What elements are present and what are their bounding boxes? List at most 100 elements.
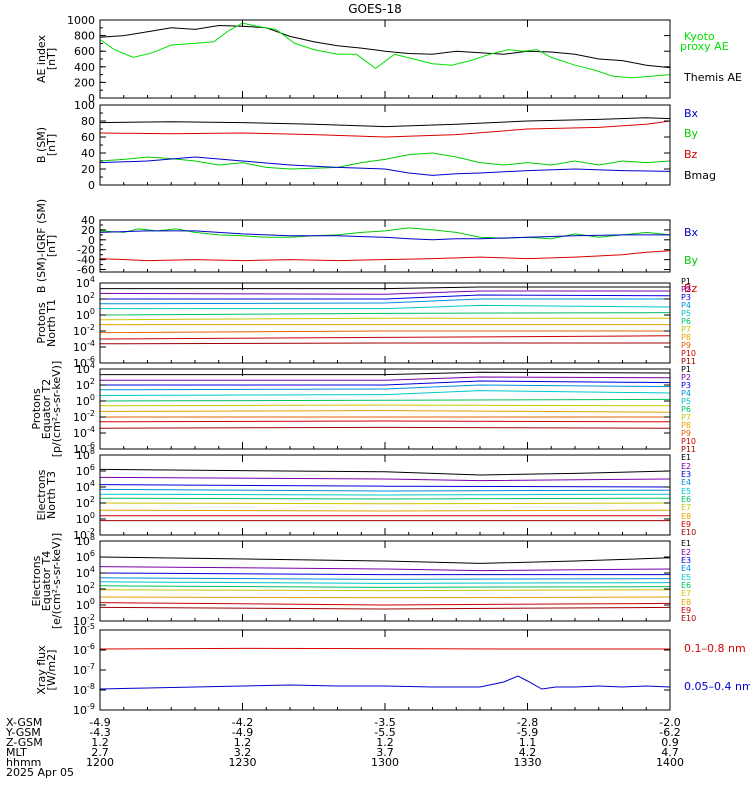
pn-series-p7 <box>100 317 670 321</box>
ae-ytick-label: 200 <box>74 76 95 89</box>
bdiff-ylabel: [nT] <box>45 235 58 257</box>
xaxis-value: -3.5 <box>374 716 395 729</box>
xaxis-value: 4.7 <box>661 746 679 759</box>
pe-legend-p9: P9 <box>681 429 691 438</box>
bsm-ytick-label: 60 <box>81 131 95 144</box>
pe-legend-p6: P6 <box>681 405 691 414</box>
xray-ytick-label: 10-8 <box>73 682 95 697</box>
xaxis-row-label-z-gsm: Z-GSM <box>6 736 43 749</box>
xaxis-value: 3.7 <box>376 746 394 759</box>
pe-ytick-label: 102 <box>76 377 95 392</box>
xaxis-row-label-mlt: MLT <box>6 746 27 759</box>
en-series-e8 <box>100 509 670 512</box>
en-ytick-label: 106 <box>76 463 95 478</box>
xaxis-value: 1230 <box>229 756 257 769</box>
en-legend-e5: E5 <box>681 487 691 496</box>
x-axis-labels: X-GSM -4.9 -4.2 -3.5 -2.8 -2.0Y-GSM -4.3 -4.9 -5… <box>5 716 684 779</box>
pn-ytick-label: 10-2 <box>73 323 95 338</box>
pe-ylabel: Protons <box>30 388 43 429</box>
pn-legend-p10: P10 <box>681 349 696 358</box>
xaxis-value: 1.2 <box>234 736 252 749</box>
ee-ytick-label: 108 <box>76 533 95 548</box>
bdiff-legend-bx: Bx <box>684 226 699 239</box>
pn-ytick-label: 100 <box>76 307 95 322</box>
en-series-e5 <box>100 493 670 496</box>
bsm-ytick-label: 40 <box>81 147 95 160</box>
bdiff-ytick-label: 0 <box>88 234 95 247</box>
ee-legend-e2: E2 <box>681 548 691 557</box>
pn-legend-p3: P3 <box>681 293 691 302</box>
pn-legend-p4: P4 <box>681 301 691 310</box>
ae-frame <box>99 19 671 99</box>
bsm-legend-bz: Bz <box>684 148 698 161</box>
plot-title: GOES-18 <box>348 2 402 16</box>
ee-series-e9 <box>100 602 670 606</box>
xaxis-value: -2.8 <box>517 716 538 729</box>
bdiff-legend-by: By <box>684 254 699 267</box>
bdiff-legend-bz: Bz <box>684 282 698 295</box>
xray-ylabel: Xray flux <box>35 645 48 695</box>
ee-legend-e1: E1 <box>681 539 691 548</box>
en-legend-e2: E2 <box>681 462 691 471</box>
pe-legend-p11: P11 <box>681 445 696 454</box>
pe-legend-p10: P10 <box>681 437 696 446</box>
bdiff-ytick-label: 20 <box>81 224 95 237</box>
pn-series-p5 <box>100 304 670 310</box>
ae-series-themis-ae <box>100 24 670 69</box>
xaxis-value: 3.2 <box>234 746 252 759</box>
ae-series-kyoto-proxy-ae <box>100 22 670 79</box>
xray-ytick-label: 10-9 <box>73 702 95 717</box>
bsm-ytick-label: 20 <box>81 163 95 176</box>
ee-series-e2 <box>100 566 670 572</box>
en-ytick-label: 100 <box>76 511 95 526</box>
bsm-ylabel: [nT] <box>45 134 58 156</box>
ee-legend-e5: E5 <box>681 573 691 582</box>
ee-series-e7 <box>100 589 670 592</box>
pn-legend-p8: P8 <box>681 333 691 342</box>
ee-legend-e6: E6 <box>681 581 691 590</box>
pe-legend-p5: P5 <box>681 397 691 406</box>
pn-ylabel: North T1 <box>45 299 58 347</box>
xaxis-value: -2.0 <box>659 716 680 729</box>
xaxis-value: -4.3 <box>89 726 110 739</box>
ee-legend-e4: E4 <box>681 564 691 573</box>
ee-ytick-label: 102 <box>76 581 95 596</box>
ee-series-e10 <box>100 606 670 610</box>
xray-ytick-label: 10-7 <box>73 662 95 677</box>
xaxis-value: 1300 <box>371 756 399 769</box>
xaxis-value: -4.9 <box>89 716 110 729</box>
bsm-legend-by: By <box>684 127 699 140</box>
pn-legend-p11: P11 <box>681 357 696 366</box>
pe-series-p5 <box>100 390 670 396</box>
ee-ylabel: [e/(cm²-s-sr-keV)] <box>50 533 63 629</box>
pe-ylabel: Equator T2 <box>40 379 53 439</box>
panel-bsm: 0 20 40 60 80 100 B (SM)[nT] Bx By Bz Bmag <box>35 99 716 192</box>
pe-ytick-label: 10-4 <box>73 425 95 440</box>
pn-ytick-label: 10-4 <box>73 339 95 354</box>
bdiff-series-bx <box>100 230 670 241</box>
xaxis-value: -4.2 <box>232 716 253 729</box>
bdiff-ytick-label: -40 <box>77 254 95 267</box>
pe-series-p3 <box>100 380 670 386</box>
ee-ylabel: Electrons <box>30 555 43 606</box>
ae-legend-themis-ae: Themis AE <box>683 71 742 84</box>
pn-legend-p5: P5 <box>681 309 691 318</box>
pe-series-p2 <box>100 376 670 381</box>
en-ytick-label: 102 <box>76 495 95 510</box>
ee-ylabel: Equator T4 <box>40 551 53 611</box>
en-legend-e4: E4 <box>681 478 691 487</box>
pn-series-p2 <box>100 290 670 295</box>
pn-ytick-label: 102 <box>76 291 95 306</box>
ae-ytick-label: 800 <box>74 30 95 43</box>
bsm-legend-bmag: Bmag <box>684 169 716 182</box>
pe-ytick-label: 100 <box>76 393 95 408</box>
pe-legend-p3: P3 <box>681 381 691 390</box>
ee-series-e1 <box>100 556 670 564</box>
pn-series-p6 <box>100 312 670 316</box>
pe-frame <box>99 368 671 450</box>
bsm-frame <box>99 104 671 186</box>
ee-series-e3 <box>100 572 670 576</box>
